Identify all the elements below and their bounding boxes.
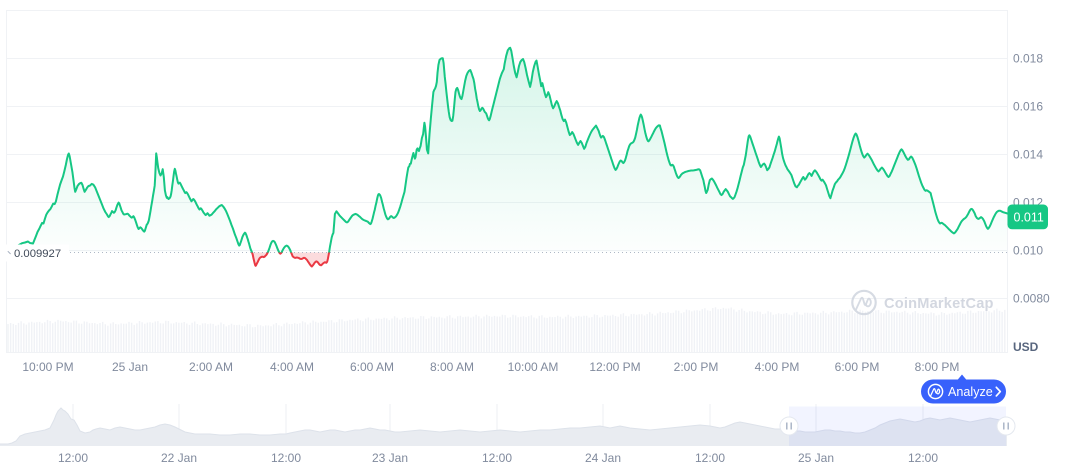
- svg-text:0.014: 0.014: [1013, 148, 1043, 162]
- svg-text:25 Jan: 25 Jan: [798, 451, 834, 465]
- svg-text:12:00: 12:00: [58, 451, 88, 465]
- svg-text:0.018: 0.018: [1013, 52, 1043, 66]
- svg-text:0.009927: 0.009927: [14, 248, 61, 260]
- svg-text:2:00 PM: 2:00 PM: [674, 360, 719, 374]
- svg-text:24 Jan: 24 Jan: [585, 451, 621, 465]
- svg-text:Analyze: Analyze: [948, 385, 993, 399]
- svg-text:CoinMarketCap: CoinMarketCap: [884, 296, 994, 312]
- svg-text:2:00 AM: 2:00 AM: [189, 360, 233, 374]
- svg-text:10:00 AM: 10:00 AM: [508, 360, 559, 374]
- svg-text:0.0080: 0.0080: [1013, 292, 1050, 306]
- svg-text:12:00: 12:00: [482, 451, 512, 465]
- svg-text:6:00 PM: 6:00 PM: [835, 360, 880, 374]
- svg-text:USD: USD: [1013, 340, 1039, 354]
- svg-text:23 Jan: 23 Jan: [372, 451, 408, 465]
- svg-text:0.011: 0.011: [1014, 210, 1044, 224]
- svg-text:4:00 AM: 4:00 AM: [270, 360, 314, 374]
- svg-text:12:00: 12:00: [908, 451, 938, 465]
- svg-text:12:00: 12:00: [695, 451, 725, 465]
- svg-text:12:00: 12:00: [271, 451, 301, 465]
- svg-text:6:00 AM: 6:00 AM: [350, 360, 394, 374]
- svg-text:8:00 PM: 8:00 PM: [915, 360, 960, 374]
- svg-text:22 Jan: 22 Jan: [161, 451, 197, 465]
- svg-text:25 Jan: 25 Jan: [112, 360, 148, 374]
- svg-text:0.016: 0.016: [1013, 100, 1043, 114]
- svg-text:4:00 PM: 4:00 PM: [755, 360, 800, 374]
- svg-text:10:00 PM: 10:00 PM: [22, 360, 73, 374]
- svg-text:0.010: 0.010: [1013, 244, 1043, 258]
- svg-text:8:00 AM: 8:00 AM: [430, 360, 474, 374]
- svg-text:12:00 PM: 12:00 PM: [589, 360, 640, 374]
